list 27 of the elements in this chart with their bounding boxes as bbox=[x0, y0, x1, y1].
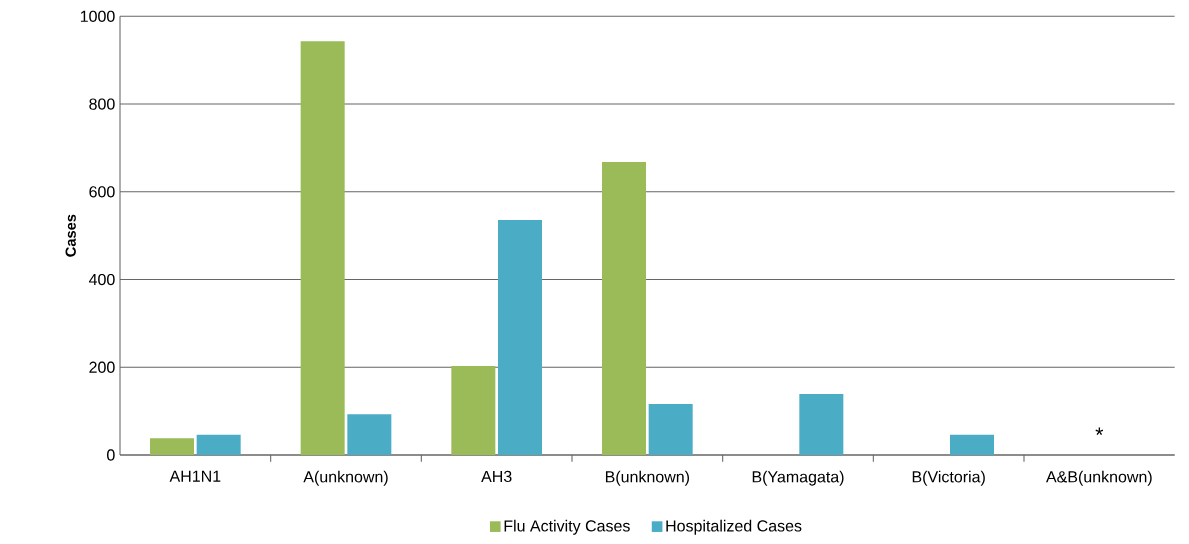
y-tick-label: 400 bbox=[88, 273, 115, 286]
x-tick-label: A&B(unknown) bbox=[1045, 470, 1152, 486]
bar bbox=[196, 434, 241, 455]
annotation: * bbox=[1095, 427, 1104, 436]
legend-label: Hospitalized Cases bbox=[666, 519, 802, 535]
x-tick-label: B(Victoria) bbox=[912, 470, 985, 486]
x-tick-label: A(unknown) bbox=[303, 470, 388, 486]
bar bbox=[950, 434, 994, 455]
bar bbox=[451, 365, 496, 455]
y-tick-label: 200 bbox=[89, 361, 115, 373]
bar bbox=[799, 394, 844, 455]
y-tick-label: 800 bbox=[89, 98, 115, 110]
y-tick-label: 0 bbox=[107, 449, 115, 461]
bar bbox=[498, 219, 542, 455]
bar bbox=[300, 41, 345, 455]
x-tick-label: B(Yamagata) bbox=[752, 470, 844, 486]
y-axis-title: Cases bbox=[65, 214, 76, 257]
bar bbox=[602, 161, 646, 455]
x-tick-label: AH3 bbox=[481, 470, 512, 483]
x-tick-label: B(unknown) bbox=[605, 470, 690, 486]
x-tick-label: AH1N1 bbox=[169, 470, 221, 482]
legend-label: Flu Activity Cases bbox=[504, 519, 630, 535]
bar bbox=[648, 404, 693, 455]
bar bbox=[150, 438, 194, 455]
y-tick-label: 600 bbox=[89, 186, 115, 198]
y-tick-label: 1000 bbox=[80, 10, 115, 22]
bar bbox=[347, 414, 392, 455]
